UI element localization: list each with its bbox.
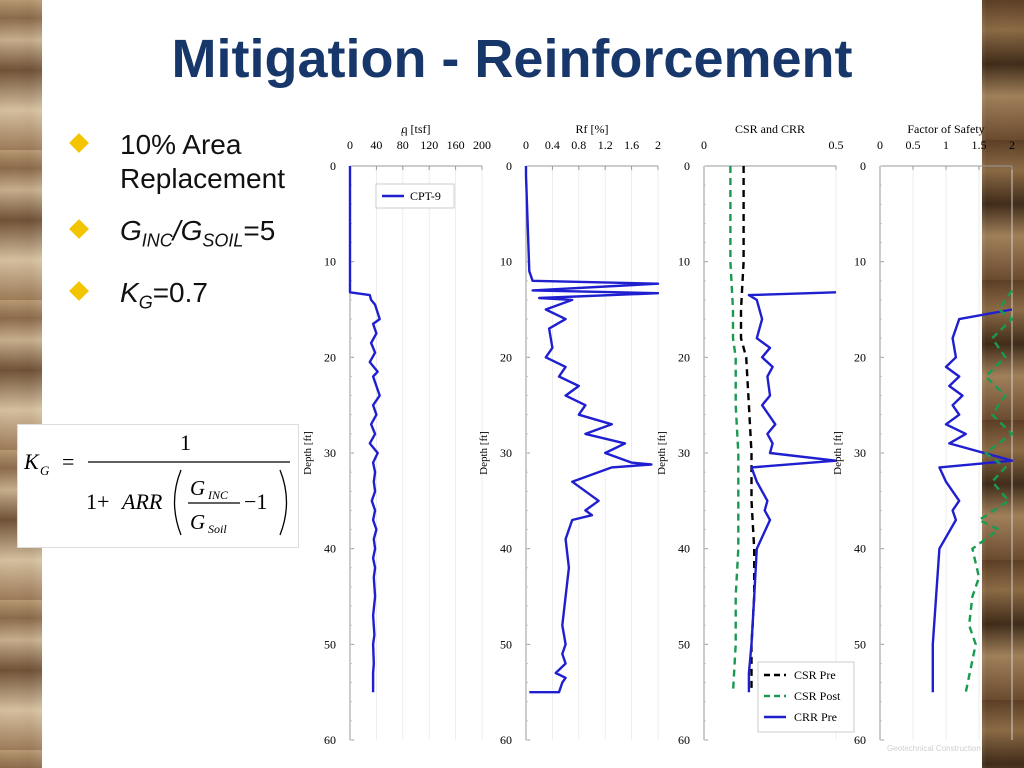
bullet-text-sub: G (138, 292, 153, 313)
formula-arr: ARR (120, 489, 163, 514)
bullet-text-sub: INC (141, 230, 173, 251)
diamond-bullet-icon (69, 133, 89, 153)
bullet-item: GINC/GSOIL=5 (69, 214, 342, 258)
footer-text: Geotechnical Construction (887, 744, 981, 753)
formula-frac-den-sub: Soil (208, 522, 227, 536)
bullet-item: 10% Area Replacement (69, 128, 342, 196)
formula-lhs-sub: G (40, 463, 50, 478)
diamond-bullet-icon (69, 280, 89, 301)
formula-minus-one: −1 (244, 489, 267, 514)
slide-title: Mitigation - Reinforcement (171, 29, 853, 89)
bullet-text-sub: SOIL (202, 230, 244, 251)
formula-den-prefix: 1+ (86, 489, 109, 514)
bullet-text: 10% Area Replacement (120, 129, 285, 194)
background-texture-right (982, 0, 1024, 768)
diamond-bullet-icon (69, 219, 89, 239)
formula-frac-num: G (190, 476, 205, 500)
bullet-text-part: K (120, 276, 139, 308)
kg-formula: K G = 1 1+ ARR G INC G Soil −1 (17, 424, 299, 548)
formula-equals: = (62, 449, 74, 474)
bullet-text-part: G (120, 215, 142, 246)
bullet-text-part: / (172, 215, 181, 246)
formula-lhs: K (23, 449, 40, 474)
bullet-text-part: G (180, 215, 203, 246)
formula-frac-den: G (190, 510, 205, 534)
bullet-text-part: =0.7 (152, 276, 208, 308)
formula-right-paren (279, 469, 288, 536)
formula-left-paren (173, 469, 182, 536)
background-texture-left (0, 0, 42, 768)
formula-numerator: 1 (180, 430, 191, 455)
bullet-text-part: =5 (243, 215, 276, 246)
bullet-list: 10% Area Replacement GINC/GSOIL=5 KG=0.7 (69, 128, 342, 337)
bullet-item: KG=0.7 (69, 276, 342, 320)
formula-frac-num-sub: INC (207, 488, 229, 502)
slide: Mitigation - Reinforcement 10% Area Repl… (42, 0, 982, 768)
